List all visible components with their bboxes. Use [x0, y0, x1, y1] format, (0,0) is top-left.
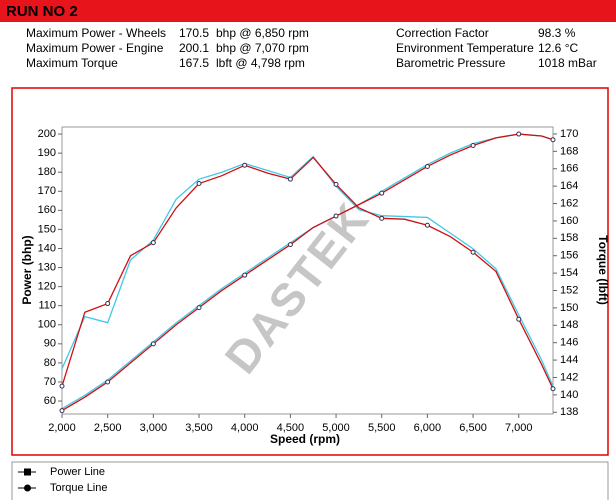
y2-tick-label: 148 — [560, 319, 578, 331]
point-marker — [150, 240, 156, 246]
point-marker — [59, 383, 65, 389]
y-tick-label: 200 — [38, 128, 56, 140]
header-bar — [0, 0, 616, 22]
y2-tick-label: 144 — [560, 354, 578, 366]
point-marker — [196, 305, 202, 311]
y-tick-label: 60 — [44, 395, 56, 407]
info-label: Maximum Torque — [26, 56, 118, 70]
y-tick-label: 160 — [38, 204, 56, 216]
point-marker — [242, 272, 248, 278]
point-marker — [333, 181, 339, 187]
y-tick-label: 140 — [38, 242, 56, 254]
point-marker — [59, 408, 65, 414]
point-marker — [379, 215, 385, 221]
y-tick-label: 190 — [38, 147, 56, 159]
y-tick-label: 130 — [38, 261, 56, 273]
x-tick-label: 5,000 — [322, 422, 350, 434]
y-tick-label: 90 — [44, 338, 56, 350]
point-marker — [105, 379, 111, 385]
x-tick-label: 3,500 — [185, 422, 213, 434]
info-value: 12.6 °C — [538, 41, 578, 55]
y2-axis-label: Torque (lbft) — [596, 235, 610, 305]
info-label: Environment Temperature — [396, 41, 534, 55]
y2-tick-label: 142 — [560, 371, 578, 383]
x-tick-label: 7,000 — [505, 422, 533, 434]
point-marker — [287, 176, 293, 182]
point-marker — [150, 341, 156, 347]
series-line — [61, 133, 554, 412]
info-label: Barometric Pressure — [396, 56, 506, 70]
y-tick-label: 80 — [44, 357, 56, 369]
info-value: 167.5 — [179, 56, 209, 70]
point-marker — [105, 301, 111, 307]
point-marker — [550, 137, 556, 143]
y-tick-label: 120 — [38, 281, 56, 293]
legend-label: Torque Line — [50, 482, 108, 494]
legend-marker — [24, 468, 31, 476]
chart-frame — [11, 87, 609, 456]
y-tick-label: 150 — [38, 223, 56, 235]
legend-frame — [11, 461, 609, 500]
y-tick-label: 170 — [38, 185, 56, 197]
y2-tick-label: 164 — [560, 180, 578, 192]
info-value: 98.3 % — [538, 26, 576, 40]
x-tick-label: 4,000 — [231, 422, 259, 434]
point-marker — [470, 142, 476, 148]
x-tick-label: 2,000 — [48, 422, 76, 434]
x-tick-label: 5,500 — [368, 422, 396, 434]
info-value: 1018 mBar — [538, 56, 597, 70]
info-label: Maximum Power - Engine — [26, 41, 164, 55]
legend-label: Power Line — [50, 466, 105, 478]
x-tick-label: 6,500 — [459, 422, 487, 434]
y2-tick-label: 162 — [560, 197, 578, 209]
point-marker — [196, 181, 202, 187]
point-marker — [550, 386, 556, 392]
info-label: Correction Factor — [396, 26, 489, 40]
x-axis-label: Speed (rpm) — [270, 432, 340, 446]
y2-tick-label: 152 — [560, 284, 578, 296]
y-tick-label: 110 — [38, 300, 56, 312]
plot-area — [61, 126, 554, 415]
x-tick-label: 2,500 — [94, 422, 122, 434]
x-tick-label: 6,000 — [414, 422, 442, 434]
x-tick-label: 4,500 — [277, 422, 305, 434]
point-marker — [424, 163, 430, 169]
point-marker — [516, 316, 522, 322]
run-title: RUN NO 2 — [6, 3, 78, 20]
y-tick-label: 180 — [38, 166, 56, 178]
point-marker — [470, 249, 476, 255]
y2-tick-label: 146 — [560, 337, 578, 349]
info-unit: bhp @ 7,070 rpm — [216, 41, 309, 55]
y2-tick-label: 150 — [560, 302, 578, 314]
info-unit: bhp @ 6,850 rpm — [216, 26, 309, 40]
point-marker — [424, 222, 430, 228]
legend-marker — [24, 484, 31, 492]
y2-tick-label: 158 — [560, 232, 578, 244]
y-tick-label: 70 — [44, 376, 56, 388]
y2-tick-label: 140 — [560, 389, 578, 401]
y2-tick-label: 168 — [560, 145, 578, 157]
info-unit: lbft @ 4,798 rpm — [216, 56, 305, 70]
x-tick-label: 3,000 — [140, 422, 168, 434]
y2-tick-label: 156 — [560, 250, 578, 262]
y2-tick-label: 138 — [560, 406, 578, 418]
y-axis-label: Power (bhp) — [20, 235, 34, 304]
y2-tick-label: 160 — [560, 215, 578, 227]
point-marker — [287, 242, 293, 248]
y2-tick-label: 166 — [560, 163, 578, 175]
y-tick-label: 100 — [38, 319, 56, 331]
point-marker — [333, 213, 339, 219]
info-value: 170.5 — [179, 26, 209, 40]
point-marker — [516, 131, 522, 137]
series-line — [61, 156, 554, 390]
info-label: Maximum Power - Wheels — [26, 26, 166, 40]
y2-tick-label: 154 — [560, 267, 578, 279]
info-value: 200.1 — [179, 41, 209, 55]
point-marker — [379, 190, 385, 196]
y2-tick-label: 170 — [560, 128, 578, 140]
point-marker — [242, 162, 248, 168]
